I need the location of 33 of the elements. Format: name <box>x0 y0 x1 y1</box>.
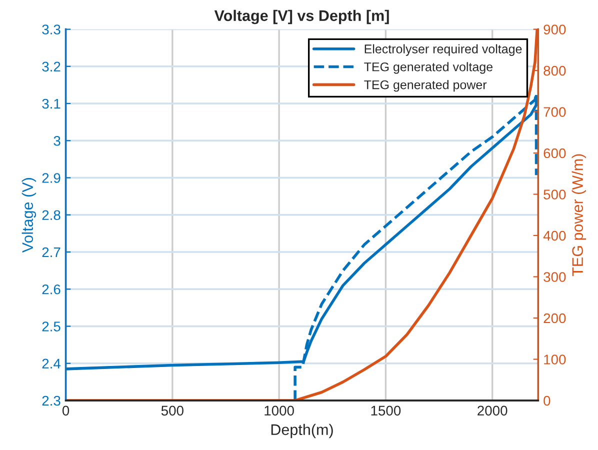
x-tick-label: 2000 <box>478 406 508 416</box>
x-tick-label: 1500 <box>371 406 401 416</box>
y-tick-label: 3 <box>54 136 60 146</box>
y-tick-label: 2.3 <box>42 396 60 406</box>
y-tick-label: 2.8 <box>42 210 60 220</box>
y-tick-label: 3.2 <box>42 62 60 72</box>
x-tick-label: 1000 <box>264 406 294 416</box>
x-tick-label: 0 <box>62 406 70 416</box>
x-axis-title: Depth(m) <box>271 424 333 438</box>
chart-title: Voltage [V] vs Depth [m] <box>214 10 389 24</box>
legend-label: Electrolyser required voltage <box>364 44 522 56</box>
y2-tick-label: 100 <box>544 354 566 364</box>
y2-tick-label: 800 <box>544 66 566 76</box>
y2-tick-label: 900 <box>544 24 566 34</box>
y-tick-label: 3.3 <box>42 24 60 34</box>
legend-label: TEG generated power <box>364 80 487 92</box>
y2-axis-title: TEG power (W/m) <box>572 154 586 276</box>
y-tick-label: 2.7 <box>42 247 60 258</box>
y-axis-title: Voltage (V) <box>22 178 36 253</box>
x-tick-label: 500 <box>161 406 184 416</box>
y-tick-label: 2.5 <box>42 322 60 332</box>
y2-tick-label: 500 <box>544 190 566 200</box>
y2-tick-label: 700 <box>544 107 566 117</box>
y-tick-label: 2.6 <box>42 284 60 294</box>
y-tick-label: 2.9 <box>42 173 60 183</box>
y2-tick-label: 200 <box>544 313 566 324</box>
legend-label: TEG generated voltage <box>364 62 493 74</box>
y-tick-label: 2.4 <box>42 358 61 368</box>
y2-tick-label: 300 <box>544 272 566 282</box>
y2-tick-label: 600 <box>544 148 566 158</box>
y2-tick-label: 400 <box>543 230 566 241</box>
y-tick-label: 3.1 <box>42 98 60 109</box>
y2-tick-label: 0 <box>544 396 550 406</box>
